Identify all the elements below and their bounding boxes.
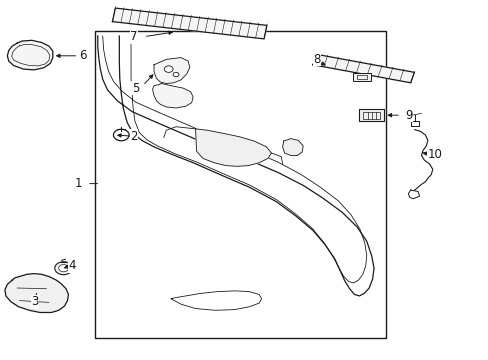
Polygon shape bbox=[112, 8, 266, 39]
Bar bbox=[352, 73, 370, 81]
Text: 5: 5 bbox=[132, 82, 139, 95]
Polygon shape bbox=[152, 84, 193, 108]
Polygon shape bbox=[5, 274, 68, 312]
Polygon shape bbox=[154, 58, 189, 84]
Polygon shape bbox=[282, 139, 303, 156]
Text: 8: 8 bbox=[312, 53, 320, 66]
Circle shape bbox=[55, 262, 72, 275]
Text: 3: 3 bbox=[31, 295, 39, 308]
Bar bbox=[356, 75, 366, 79]
Text: 7: 7 bbox=[130, 30, 138, 43]
Bar bbox=[95, 31, 386, 338]
Text: 6: 6 bbox=[79, 49, 86, 62]
Text: 4: 4 bbox=[68, 259, 76, 272]
Polygon shape bbox=[195, 129, 271, 166]
Circle shape bbox=[59, 265, 68, 272]
Circle shape bbox=[173, 72, 179, 77]
Polygon shape bbox=[312, 54, 413, 83]
Circle shape bbox=[164, 66, 173, 72]
Circle shape bbox=[113, 129, 129, 141]
Text: 9: 9 bbox=[404, 109, 411, 122]
Polygon shape bbox=[7, 40, 53, 70]
Bar bbox=[362, 112, 380, 119]
Text: 2: 2 bbox=[130, 130, 138, 143]
Text: 1: 1 bbox=[75, 177, 82, 190]
Text: 10: 10 bbox=[427, 148, 442, 161]
Bar bbox=[359, 109, 383, 121]
